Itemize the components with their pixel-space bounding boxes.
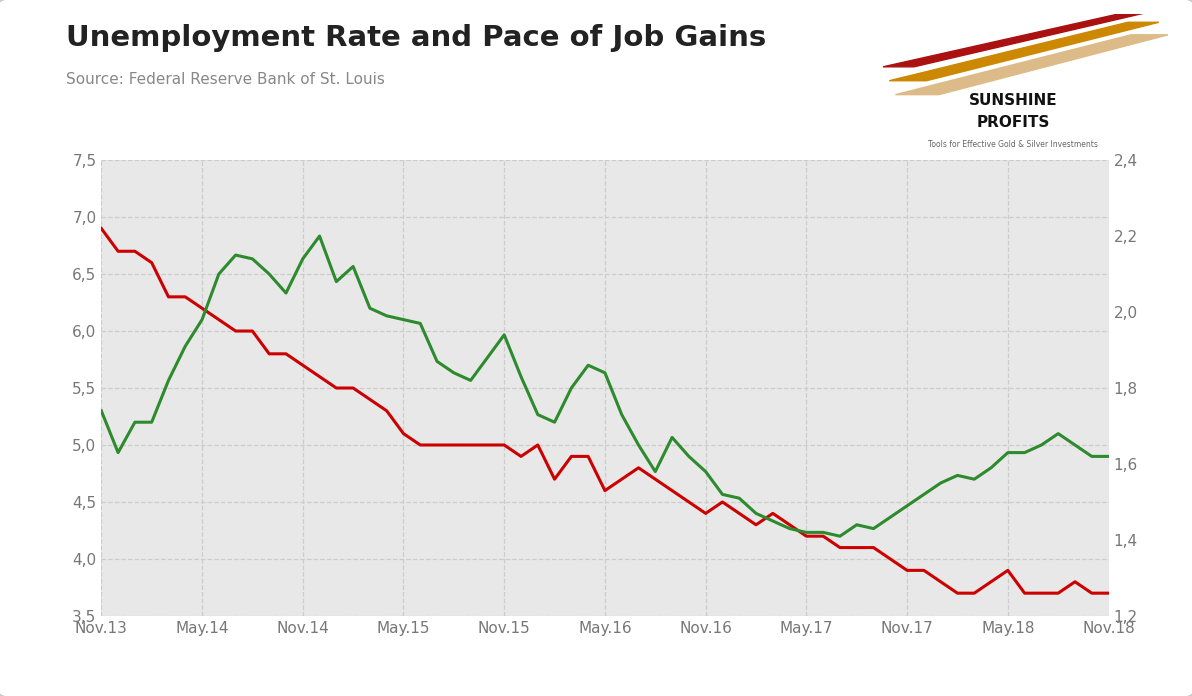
Text: PROFITS: PROFITS	[976, 115, 1050, 130]
Polygon shape	[883, 11, 1153, 67]
Polygon shape	[889, 22, 1159, 81]
Text: Tools for Effective Gold & Silver Investments: Tools for Effective Gold & Silver Invest…	[929, 141, 1098, 149]
Polygon shape	[895, 35, 1168, 95]
Text: Source: Federal Reserve Bank of St. Louis: Source: Federal Reserve Bank of St. Loui…	[66, 72, 385, 87]
Text: SUNSHINE: SUNSHINE	[969, 93, 1057, 108]
Text: Unemployment Rate and Pace of Job Gains: Unemployment Rate and Pace of Job Gains	[66, 24, 765, 52]
